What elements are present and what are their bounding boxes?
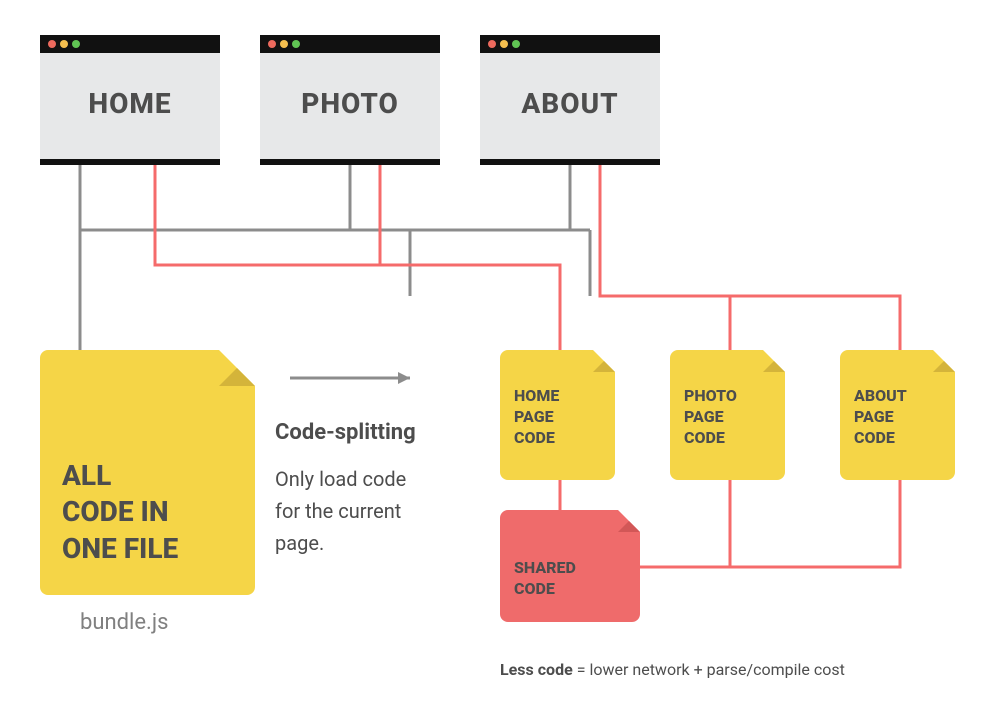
dot-green-icon <box>72 40 80 48</box>
dot-green-icon <box>512 40 520 48</box>
footnote-bold: Less code <box>500 660 573 679</box>
file-fold-icon <box>219 350 255 386</box>
titlebar <box>260 35 440 53</box>
footnote-rest: = lower network + parse/compile cost <box>573 660 845 679</box>
browser-label: PHOTO <box>260 87 440 120</box>
browser-window-photo: PHOTO <box>260 35 440 165</box>
browser-window-home: HOME <box>40 35 220 165</box>
dot-yellow-icon <box>280 40 288 48</box>
file-shared: SHARED CODE <box>500 510 640 622</box>
dot-red-icon <box>48 40 56 48</box>
bottom-bar <box>260 159 440 165</box>
browser-label: ABOUT <box>480 87 660 120</box>
dot-red-icon <box>488 40 496 48</box>
dot-yellow-icon <box>60 40 68 48</box>
file-fold-icon <box>763 350 785 372</box>
browser-label: HOME <box>40 87 220 120</box>
browser-window-about: ABOUT <box>480 35 660 165</box>
dot-green-icon <box>292 40 300 48</box>
center-caption: Code-splitting Only load code for the cu… <box>275 420 475 559</box>
titlebar <box>40 35 220 53</box>
file-fold-icon <box>593 350 615 372</box>
file-photo_code: PHOTO PAGE CODE <box>670 350 785 480</box>
footnote: Less code = lower network + parse/compil… <box>500 660 845 679</box>
file-fold-icon <box>933 350 955 372</box>
bundle-filename: bundle.js <box>80 610 168 635</box>
caption-body: Only load code for the current page. <box>275 463 475 559</box>
dot-red-icon <box>268 40 276 48</box>
file-home_code: HOME PAGE CODE <box>500 350 615 480</box>
file-label: ABOUT PAGE CODE <box>854 386 907 448</box>
titlebar <box>480 35 660 53</box>
file-bundle: ALL CODE IN ONE FILE <box>40 350 255 595</box>
bottom-bar <box>480 159 660 165</box>
diagram-stage: HOME PHOTO ABOUT ALL CODE IN ONE FILE HOME … <box>0 0 995 715</box>
file-label: ALL CODE IN ONE FILE <box>62 458 178 567</box>
bottom-bar <box>40 159 220 165</box>
file-fold-icon <box>618 510 640 532</box>
file-label: HOME PAGE CODE <box>514 386 559 448</box>
caption-heading: Code-splitting <box>275 420 475 445</box>
dot-yellow-icon <box>500 40 508 48</box>
file-about_code: ABOUT PAGE CODE <box>840 350 955 480</box>
file-label: PHOTO PAGE CODE <box>684 386 737 448</box>
file-label: SHARED CODE <box>514 558 576 600</box>
